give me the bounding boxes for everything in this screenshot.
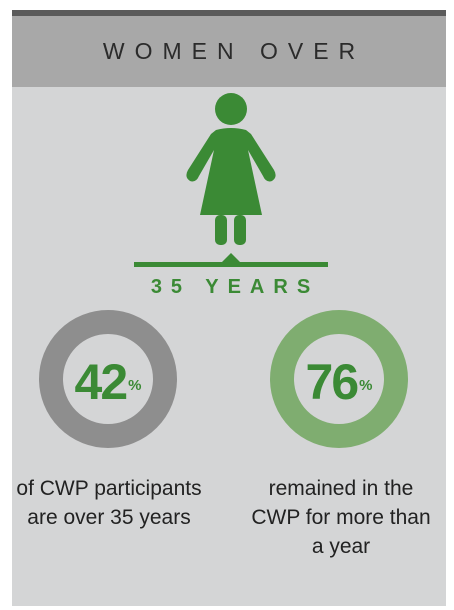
age-label: 35 YEARS — [150, 276, 320, 298]
header: WOMEN OVER — [12, 16, 446, 87]
baseline — [134, 262, 328, 267]
donut-track — [39, 310, 177, 448]
woman-icon — [186, 93, 276, 245]
top-bar — [12, 10, 446, 16]
header-title: WOMEN OVER — [102, 38, 366, 64]
stat-description: of CWP participants are over 35 years — [16, 477, 202, 529]
percent-value: 76% — [305, 354, 373, 410]
stat-description: remained in the CWP for more than a year — [251, 477, 431, 558]
donut-track — [270, 310, 408, 448]
donut-chart-retention: 76% — [269, 309, 409, 449]
donut-chart-participants: 42% — [38, 309, 178, 449]
woman-figure — [134, 93, 328, 267]
infographic-card: WOMEN OVER 35 YEARS 42% 76% of CWP parti… — [12, 10, 446, 606]
pointer — [222, 253, 240, 262]
percent-value: 42% — [74, 354, 142, 410]
